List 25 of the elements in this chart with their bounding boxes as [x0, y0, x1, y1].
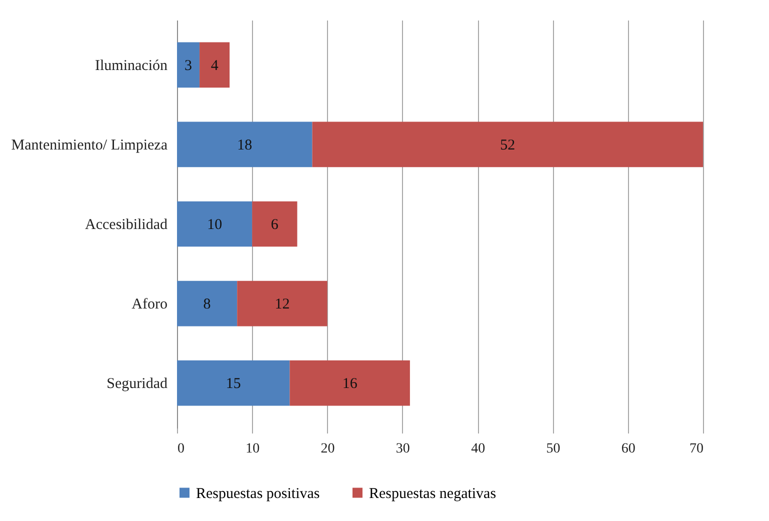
- y-tick-label: Mantenimiento/ Limpieza: [11, 137, 168, 154]
- x-tick-label: 40: [471, 442, 486, 456]
- x-tick-label: 10: [246, 442, 260, 456]
- data-label: 6: [270, 217, 279, 233]
- data-label: 3: [184, 58, 192, 74]
- x-tick-label: 50: [546, 442, 560, 456]
- data-label: 16: [342, 376, 358, 392]
- y-tick-label: Seguridad: [106, 376, 168, 392]
- x-tick-label: 0: [178, 442, 184, 456]
- y-tick-label: Aforo: [132, 296, 168, 313]
- y-tick-label: Accesibilidad: [85, 217, 168, 233]
- data-label: 15: [226, 376, 241, 392]
- x-tick-label: 20: [320, 442, 335, 456]
- legend-label: Respuestas positivas: [196, 486, 320, 502]
- y-tick-label: Iluminación: [95, 58, 168, 74]
- data-label: 12: [274, 296, 290, 313]
- x-tick-label: 30: [396, 442, 410, 456]
- legend-label: Respuestas negativas: [369, 486, 496, 502]
- x-tick-label: 60: [621, 442, 636, 456]
- data-label: 10: [207, 217, 222, 233]
- data-label: 8: [203, 296, 211, 313]
- x-tick-label: 70: [690, 442, 704, 456]
- data-label: 4: [210, 58, 219, 74]
- data-label: 52: [500, 137, 516, 154]
- data-label: 18: [237, 137, 252, 154]
